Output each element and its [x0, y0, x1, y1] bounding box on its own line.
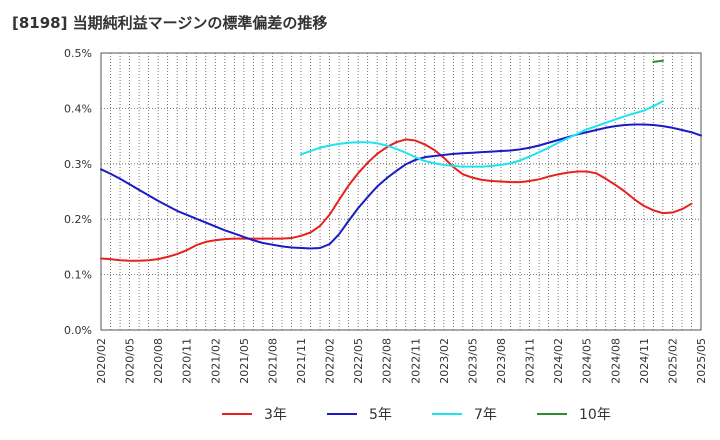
legend-label: 7年 [474, 407, 497, 423]
y-tick-label: 0.5% [64, 47, 92, 60]
series-line-7年 [300, 100, 664, 168]
y-tick-label: 0.2% [64, 213, 92, 226]
x-tick-label: 2021/05 [238, 338, 251, 384]
grid-lines [101, 52, 701, 330]
series-line-5年 [100, 123, 702, 250]
x-tick-label: 2023/08 [495, 338, 508, 384]
x-tick-label: 2025/05 [695, 338, 708, 384]
tick-labels: 0.0% 0.1% 0.2% 0.3% 0.4% 0.5% 2020/02 2020/05 20… [64, 47, 708, 384]
x-tick-label: 2020/02 [95, 338, 108, 384]
x-tick-label: 2023/05 [466, 338, 479, 384]
legend-label: 3年 [264, 407, 287, 423]
y-tick-label: 0.0% [64, 324, 92, 337]
chart-title: [8198] 当期純利益マージンの標準偏差の推移 [12, 14, 328, 32]
x-tick-label: 2021/11 [295, 338, 308, 384]
plot-frame [100, 52, 702, 331]
series-lines [100, 59, 702, 262]
x-tick-label: 2022/02 [324, 338, 337, 384]
series-line-10年 [652, 59, 664, 63]
x-tick-label: 2022/05 [352, 338, 365, 384]
x-tick-label: 2024/11 [638, 338, 651, 384]
legend-label: 5年 [369, 407, 392, 423]
x-tick-label: 2020/05 [124, 338, 137, 384]
x-tick-label: 2020/08 [152, 338, 165, 384]
legend-label: 10年 [579, 407, 611, 423]
x-tick-label: 2024/08 [609, 338, 622, 384]
x-tick-label: 2022/08 [381, 338, 394, 384]
x-tick-label: 2024/05 [581, 338, 594, 384]
x-tick-label: 2023/02 [438, 338, 451, 384]
axes [100, 52, 702, 331]
x-tick-label: 2021/08 [266, 338, 279, 384]
x-tick-label: 2021/02 [209, 338, 222, 384]
x-tick-label: 2020/11 [181, 338, 194, 384]
legend: 3年 5年 7年 10年 [222, 407, 611, 423]
x-tick-label: 2023/11 [524, 338, 537, 384]
x-tick-label: 2024/02 [552, 338, 565, 384]
x-tick-label: 2022/11 [409, 338, 422, 384]
series-line-3年 [100, 138, 693, 262]
x-tick-label: 2025/02 [666, 338, 679, 384]
y-tick-label: 0.3% [64, 158, 92, 171]
y-tick-label: 0.4% [64, 102, 92, 115]
y-tick-label: 0.1% [64, 269, 92, 282]
